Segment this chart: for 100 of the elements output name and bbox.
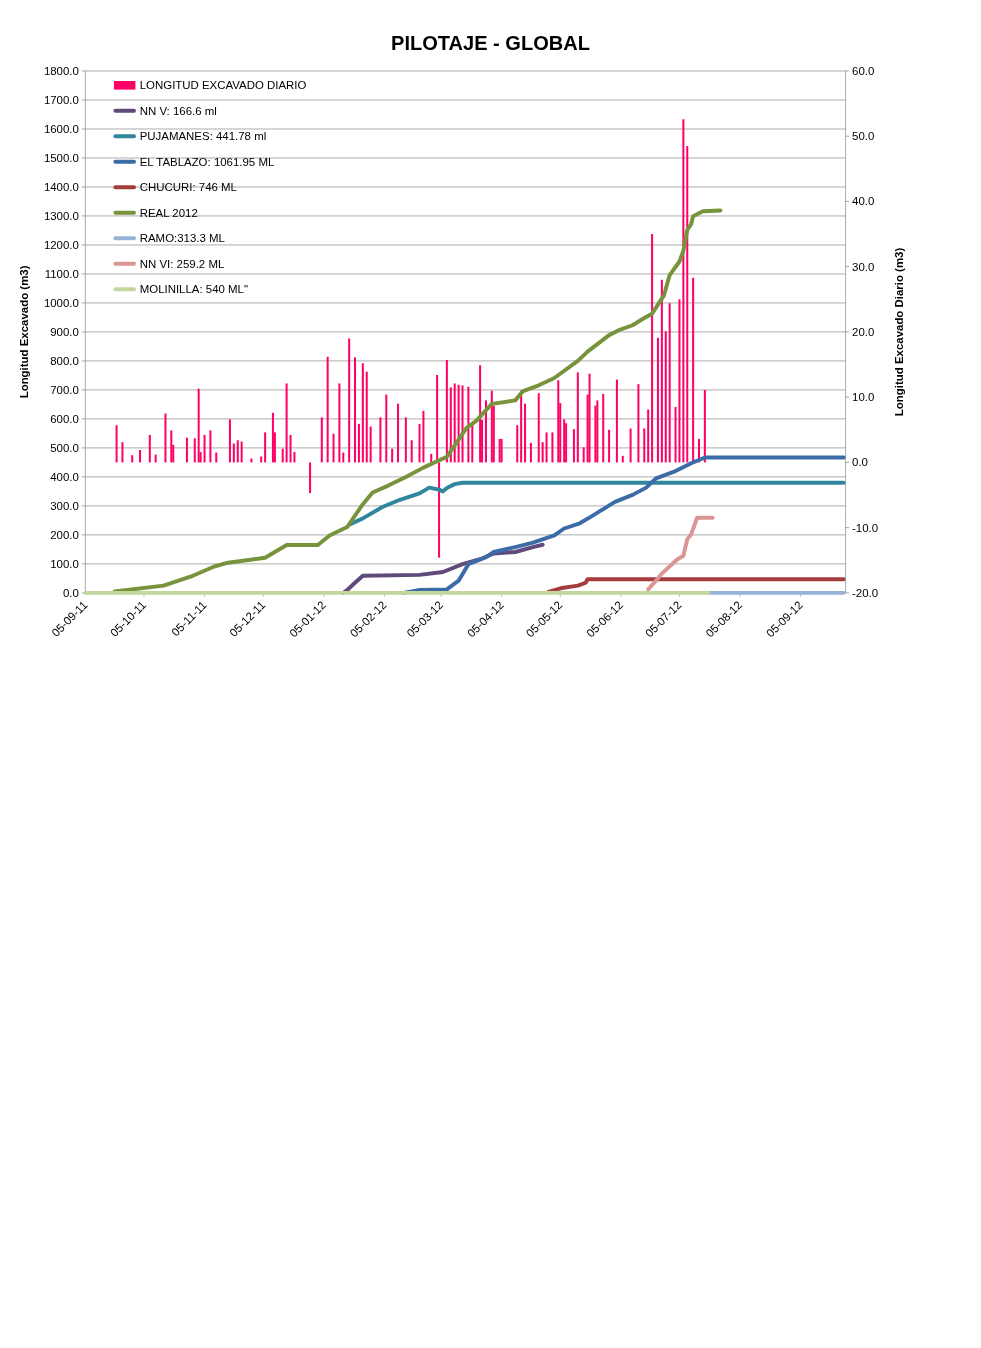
bar: [660, 279, 663, 463]
bar: [449, 387, 452, 463]
bar: [445, 359, 448, 463]
legend-label: RAMO:313.3 ML: [139, 232, 225, 245]
y-tick-label: 700.0: [50, 383, 79, 396]
bar: [529, 442, 532, 463]
y-tick-label: 100.0: [50, 557, 79, 570]
bar: [430, 453, 433, 463]
bar: [608, 429, 611, 463]
bar: [232, 443, 235, 463]
y-tick-label: 400.0: [50, 470, 79, 483]
bar: [170, 430, 173, 463]
y-tick-label: 1600.0: [43, 122, 79, 135]
bar: [228, 419, 231, 463]
bar: [209, 430, 212, 463]
bar: [471, 423, 474, 463]
legend-label: REAL 2012: [139, 206, 198, 219]
bar: [185, 437, 188, 463]
bar: [565, 423, 568, 463]
y2-tick-label: 10.0: [852, 391, 875, 404]
bar: [410, 440, 413, 463]
y-tick-label: 1400.0: [43, 180, 79, 193]
bar: [131, 455, 134, 463]
bar: [467, 386, 470, 463]
line-series: [646, 515, 715, 592]
y-tick-label: 500.0: [50, 441, 79, 454]
bar: [637, 384, 640, 463]
legend-label: PUJAMANES: 441.78 ml: [139, 130, 267, 143]
bar: [668, 303, 671, 463]
y2-tick-label: 30.0: [852, 260, 875, 273]
y2-axis-title: Longitud Excavado Diario (m3): [892, 247, 905, 417]
y2-tick-label: 60.0: [852, 65, 875, 78]
bar: [320, 417, 323, 463]
bar: [678, 299, 681, 463]
bar: [557, 380, 560, 463]
bar: [588, 373, 591, 463]
bar: [516, 425, 519, 463]
bar: [338, 383, 341, 463]
bar: [457, 384, 460, 463]
bar: [643, 428, 646, 463]
bar: [438, 462, 441, 558]
bar: [692, 277, 695, 463]
bar: [289, 435, 292, 463]
bar: [404, 417, 407, 463]
bar: [397, 403, 400, 463]
bar: [385, 394, 388, 463]
bar: [148, 435, 151, 463]
line-series: [112, 208, 723, 594]
bar: [537, 393, 540, 463]
bar: [285, 383, 288, 463]
y-tick-label: 1700.0: [43, 94, 79, 106]
y2-tick-label: 0.0: [852, 456, 868, 469]
y-tick-label: 1100.0: [44, 267, 79, 280]
bar: [551, 432, 554, 463]
y-axis-title: Longitud Excavado (m3): [18, 265, 31, 399]
bar: [357, 423, 360, 463]
bar: [651, 234, 654, 463]
bar: [664, 331, 667, 463]
y-tick-label: 1300.0: [43, 209, 79, 222]
bar: [582, 447, 585, 463]
bar: [453, 383, 456, 463]
bar: [484, 400, 487, 463]
bar: [490, 390, 493, 463]
legend-label: NN VI: 259.2 ML: [139, 257, 225, 270]
bar: [361, 363, 364, 463]
bar: [647, 409, 650, 463]
y-tick-label: 900.0: [50, 325, 79, 338]
y2-tick-label: 20.0: [852, 325, 875, 338]
y-tick-label: 1000.0: [43, 296, 79, 309]
bar: [215, 452, 218, 463]
line-series: [546, 577, 846, 594]
bar: [563, 419, 566, 463]
bar: [479, 365, 482, 463]
bar: [461, 385, 464, 463]
bar: [164, 413, 167, 463]
bar: [545, 432, 548, 463]
bar: [332, 433, 335, 463]
y-tick-label: 1800.0: [43, 65, 79, 78]
bar: [354, 357, 357, 463]
y-tick-label: 1500.0: [43, 151, 79, 164]
bar: [264, 432, 267, 463]
bar: [342, 452, 345, 463]
bar: [250, 458, 253, 463]
legend-label: EL TABLAZO: 1061.95 ML: [139, 155, 275, 168]
bar: [369, 426, 372, 463]
bar: [422, 410, 425, 463]
y2-tick-label: 50.0: [852, 130, 875, 143]
bar: [240, 441, 243, 463]
bar: [629, 428, 632, 463]
bar: [326, 356, 329, 463]
bar: [309, 462, 312, 494]
y2-tick-label: -10.0: [852, 521, 879, 534]
bar: [365, 371, 368, 463]
bar: [115, 425, 118, 463]
bar: [576, 372, 579, 463]
bar: [703, 389, 706, 463]
bar: [121, 442, 124, 463]
legend-label: CHUCURI: 746 ML: [139, 181, 237, 194]
bar: [236, 440, 239, 463]
bar: [203, 435, 206, 463]
